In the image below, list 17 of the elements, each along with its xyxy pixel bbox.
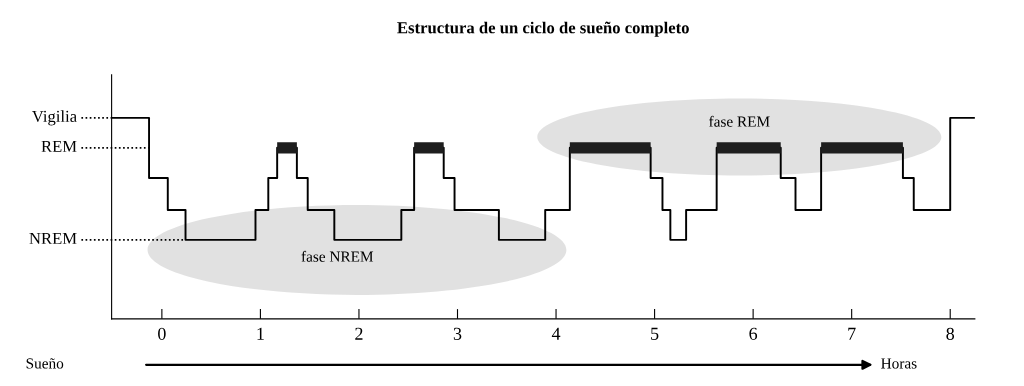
- annotation: NREM: [29, 232, 77, 244]
- x-tick-label: 1: [257, 327, 264, 340]
- x-tick-label: 2: [355, 327, 363, 340]
- x-tick-label: 4: [551, 327, 561, 340]
- x-tick-label: 3: [453, 327, 462, 340]
- x-tick-label: 7: [848, 327, 856, 340]
- x-tick-label: 0: [158, 327, 166, 340]
- x-tick-label: 6: [749, 327, 758, 340]
- text: Sueño: [26, 358, 64, 369]
- x-tick-label: 8: [946, 327, 955, 340]
- annotation: fase NREM: [301, 250, 374, 262]
- annotation: Vigilia: [31, 110, 77, 126]
- x-tick-label: 5: [651, 327, 659, 340]
- annotation: fase REM: [709, 115, 770, 127]
- text: REM: [41, 140, 77, 152]
- x-axis-title: Horas: [881, 358, 917, 369]
- chart-title: Estructura de un ciclo de sueño completo: [397, 21, 689, 37]
